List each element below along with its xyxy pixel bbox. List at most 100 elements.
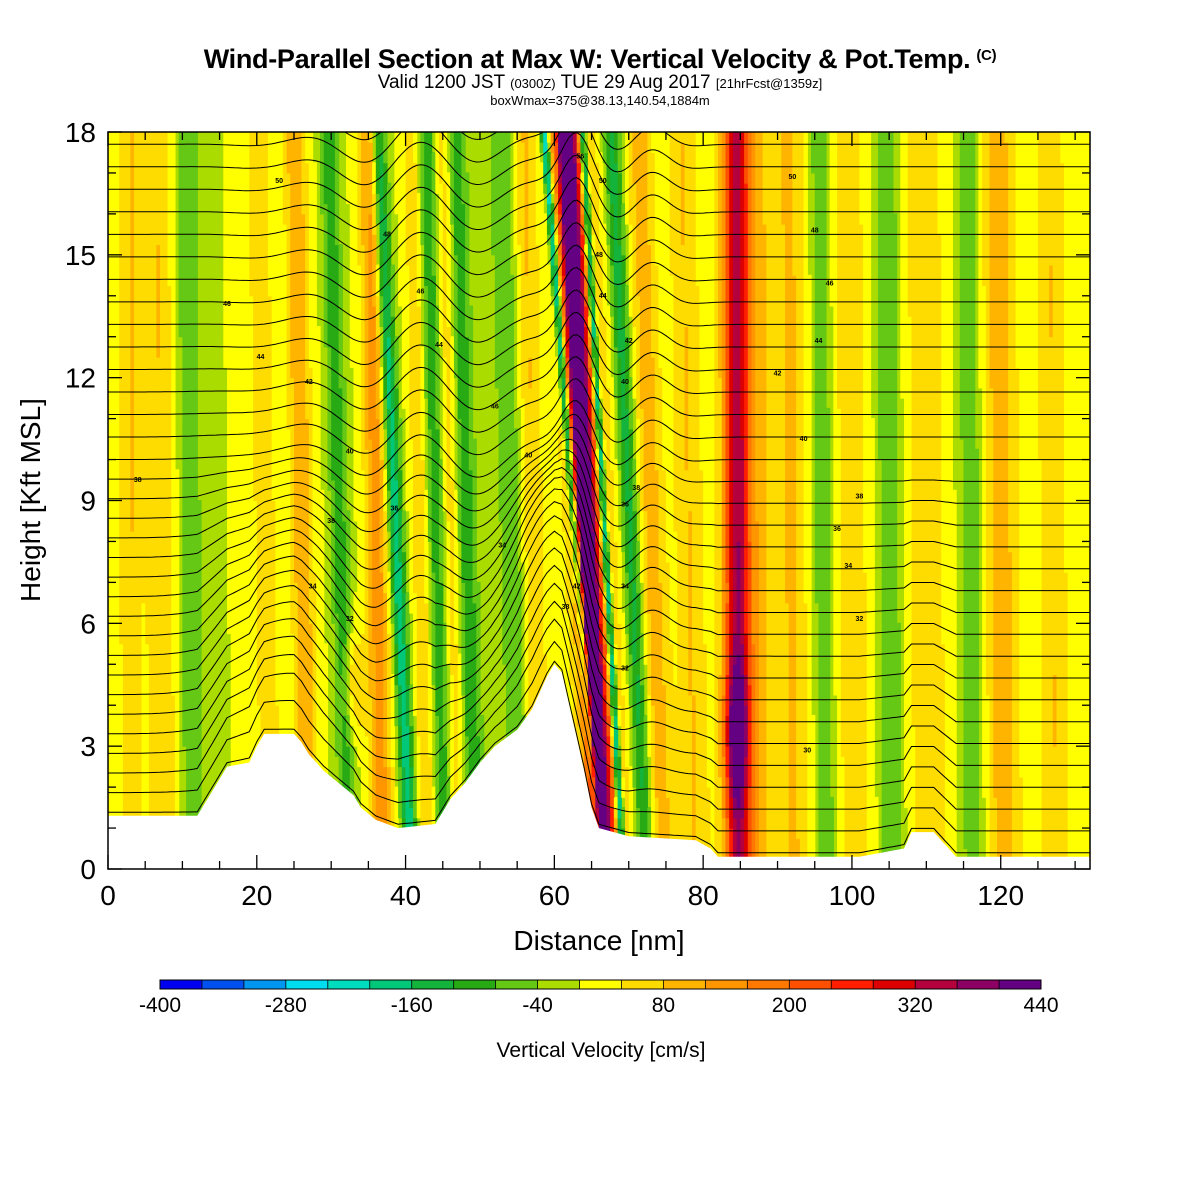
- colorbar-tick-label: -280: [265, 994, 307, 1017]
- contour-label: 44: [257, 354, 265, 361]
- colorbar-swatch: [453, 980, 497, 989]
- y-tick-label: 12: [65, 363, 96, 394]
- contour-label: 48: [811, 227, 819, 234]
- colorbar-swatch: [873, 980, 916, 989]
- colorbar-swatch: [999, 980, 1042, 989]
- terrain: [108, 664, 1090, 869]
- chart-title: Wind-Parallel Section at Max W: Vertical…: [0, 44, 1200, 75]
- x-tick-label: 120: [977, 880, 1024, 911]
- contour-label: 34: [309, 583, 317, 590]
- colorbar-tick-label: 440: [1023, 994, 1058, 1017]
- colorbar-swatch: [537, 980, 580, 989]
- chart-title-text: Wind-Parallel Section at Max W: Vertical…: [203, 44, 971, 74]
- valid-time-utc: (0300Z): [510, 76, 556, 91]
- colorbar-swatch: [579, 980, 622, 989]
- x-tick-label: 60: [539, 880, 570, 911]
- colorbar-swatch: [831, 980, 874, 989]
- contour-label: 46: [417, 289, 425, 296]
- colorbar-swatch: [789, 980, 832, 989]
- contour-label: 42: [573, 583, 581, 590]
- colorbar-frame: [159, 979, 1042, 990]
- contour-label: 40: [800, 436, 808, 443]
- contour-label: 40: [346, 448, 354, 455]
- colorbar-swatch: [957, 980, 1000, 989]
- contour-label: 50: [599, 178, 607, 185]
- contour-label: 34: [621, 583, 629, 590]
- colorbar-swatch: [160, 980, 203, 989]
- contour-label: 34: [844, 563, 852, 570]
- colorbar-swatch: [663, 980, 706, 989]
- contour-label: 44: [599, 293, 607, 300]
- y-tick-label: 0: [80, 854, 96, 885]
- contour-label: 38: [632, 485, 640, 492]
- x-tick-label: 100: [829, 880, 876, 911]
- colorbar-tick-label: -160: [391, 994, 433, 1017]
- contour-label: 56: [577, 154, 585, 161]
- valid-date: TUE 29 Aug 2017: [560, 72, 711, 93]
- colorbar-label: Vertical Velocity [cm/s]: [497, 1039, 706, 1062]
- colorbar-tick-label: 80: [652, 994, 675, 1017]
- copyright-mark: (C): [976, 47, 997, 64]
- y-axis-label: Height [Kft MSL]: [15, 398, 46, 602]
- contour-label: 46: [826, 280, 834, 287]
- colorbar-tick-label: 200: [772, 994, 807, 1017]
- contour-label: 38: [855, 493, 863, 500]
- valid-time: Valid 1200 JST: [377, 72, 505, 93]
- colorbar-swatch: [747, 980, 790, 989]
- contour-label: 36: [833, 526, 841, 533]
- y-tick-label: 15: [65, 240, 96, 271]
- contour-label: 36: [391, 506, 399, 513]
- contour-label: 40: [621, 379, 629, 386]
- contour-label: 38: [134, 477, 142, 484]
- contour-label: 30: [803, 747, 811, 754]
- contour-label: 38: [562, 604, 570, 611]
- contour-label: 48: [595, 252, 603, 259]
- contour-label: 32: [855, 616, 863, 623]
- colorbar-swatch: [495, 980, 538, 989]
- contour-label: 50: [789, 174, 797, 181]
- colorbar-tick-label: -40: [522, 994, 552, 1017]
- contour-label: 32: [621, 665, 629, 672]
- contour-label: 36: [621, 502, 629, 509]
- potential-temperature-contours: [108, 132, 1090, 854]
- x-axis: 0 20 40 60 80 100 120: [100, 132, 1076, 911]
- box-wmax-info: boxWmax=375@38.13,140.54,1884m: [490, 93, 710, 108]
- colorbar-swatch: [915, 980, 958, 989]
- contour-label: 32: [346, 616, 354, 623]
- colorbar: -400 -280 -160 -40 80 200 320 440: [139, 979, 1059, 1017]
- forecast-info: [21hrFcst@1359z]: [715, 76, 823, 91]
- colorbar-swatch: [621, 980, 664, 989]
- contour-label: 38: [327, 518, 335, 525]
- contour-label: 48: [383, 231, 391, 238]
- x-tick-label: 80: [688, 880, 719, 911]
- x-tick-label: 0: [100, 880, 116, 911]
- contour-label: 42: [774, 371, 782, 378]
- colorbar-swatch: [411, 980, 455, 989]
- y-tick-label: 9: [80, 486, 96, 517]
- contour-label: 44: [435, 342, 443, 349]
- colorbar-swatch: [327, 980, 371, 989]
- contour-label: 46: [491, 403, 499, 410]
- y-tick-label: 18: [65, 117, 96, 148]
- colorbar-tick-label: -400: [139, 994, 181, 1017]
- x-tick-label: 40: [390, 880, 421, 911]
- colorbar-swatch: [369, 980, 413, 989]
- colorbar-swatch: [705, 980, 748, 989]
- contour-label: 50: [275, 178, 283, 185]
- contour-label: 34: [498, 543, 506, 550]
- contour-label: 46: [223, 301, 231, 308]
- x-tick-label: 20: [241, 880, 272, 911]
- y-tick-label: 6: [80, 608, 96, 639]
- contour-label: 42: [625, 338, 633, 345]
- colorbar-swatch: [243, 980, 287, 989]
- contour-label: 40: [524, 452, 532, 459]
- chart-subtitle: Valid 1200 JST (0300Z) TUE 29 Aug 2017 […: [0, 72, 1200, 94]
- colorbar-swatch: [201, 980, 245, 989]
- contour-label: 44: [815, 338, 823, 345]
- contour-label: 42: [305, 379, 313, 386]
- contour-labels: 50 48 46 46 44 44 42 40 46 40 38 38 36 34 34 32 42 38 56 50…: [134, 154, 864, 755]
- x-axis-label: Distance [nm]: [513, 925, 684, 956]
- y-tick-label: 3: [80, 731, 96, 762]
